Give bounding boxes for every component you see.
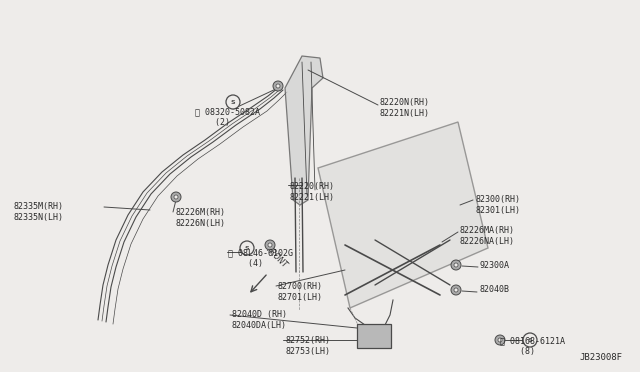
Text: 82220(RH)
82221(LH): 82220(RH) 82221(LH) <box>290 182 335 202</box>
Circle shape <box>454 263 458 267</box>
Circle shape <box>174 195 178 199</box>
Circle shape <box>265 240 275 250</box>
Text: 82226MA(RH)
82226NA(LH): 82226MA(RH) 82226NA(LH) <box>460 226 515 246</box>
Text: 82300(RH)
82301(LH): 82300(RH) 82301(LH) <box>475 195 520 215</box>
Circle shape <box>451 260 461 270</box>
Text: FRONT: FRONT <box>264 245 289 270</box>
Text: 82752(RH)
82753(LH): 82752(RH) 82753(LH) <box>285 336 330 356</box>
Circle shape <box>276 84 280 88</box>
Polygon shape <box>285 56 323 205</box>
Circle shape <box>454 288 458 292</box>
Text: 82220N(RH)
82221N(LH): 82220N(RH) 82221N(LH) <box>380 98 430 118</box>
Text: 82226M(RH)
82226N(LH): 82226M(RH) 82226N(LH) <box>175 208 225 228</box>
Circle shape <box>523 333 537 347</box>
Text: S: S <box>244 246 250 250</box>
Text: JB23008F: JB23008F <box>579 353 622 362</box>
FancyBboxPatch shape <box>357 324 391 348</box>
Text: Ⓢ 08320-5082A
    (2): Ⓢ 08320-5082A (2) <box>195 107 260 127</box>
Circle shape <box>451 285 461 295</box>
Circle shape <box>495 335 505 345</box>
Circle shape <box>226 95 240 109</box>
Text: 82335M(RH)
82335N(LH): 82335M(RH) 82335N(LH) <box>14 202 64 222</box>
Circle shape <box>171 192 181 202</box>
Text: 82700(RH)
82701(LH): 82700(RH) 82701(LH) <box>278 282 323 302</box>
Circle shape <box>268 243 272 247</box>
Text: Ⓢ 08L46-6102G
    (4): Ⓢ 08L46-6102G (4) <box>228 248 293 268</box>
Circle shape <box>498 338 502 342</box>
Text: S: S <box>230 99 236 105</box>
Text: 82040D (RH)
82040DA(LH): 82040D (RH) 82040DA(LH) <box>232 310 287 330</box>
Text: 82040B: 82040B <box>479 285 509 295</box>
Circle shape <box>273 81 283 91</box>
Text: 92300A: 92300A <box>480 260 510 269</box>
Circle shape <box>240 241 254 255</box>
Polygon shape <box>318 122 488 308</box>
Text: S: S <box>528 337 532 343</box>
Text: Ⓢ 08168-6121A
    (8): Ⓢ 08168-6121A (8) <box>500 336 565 356</box>
